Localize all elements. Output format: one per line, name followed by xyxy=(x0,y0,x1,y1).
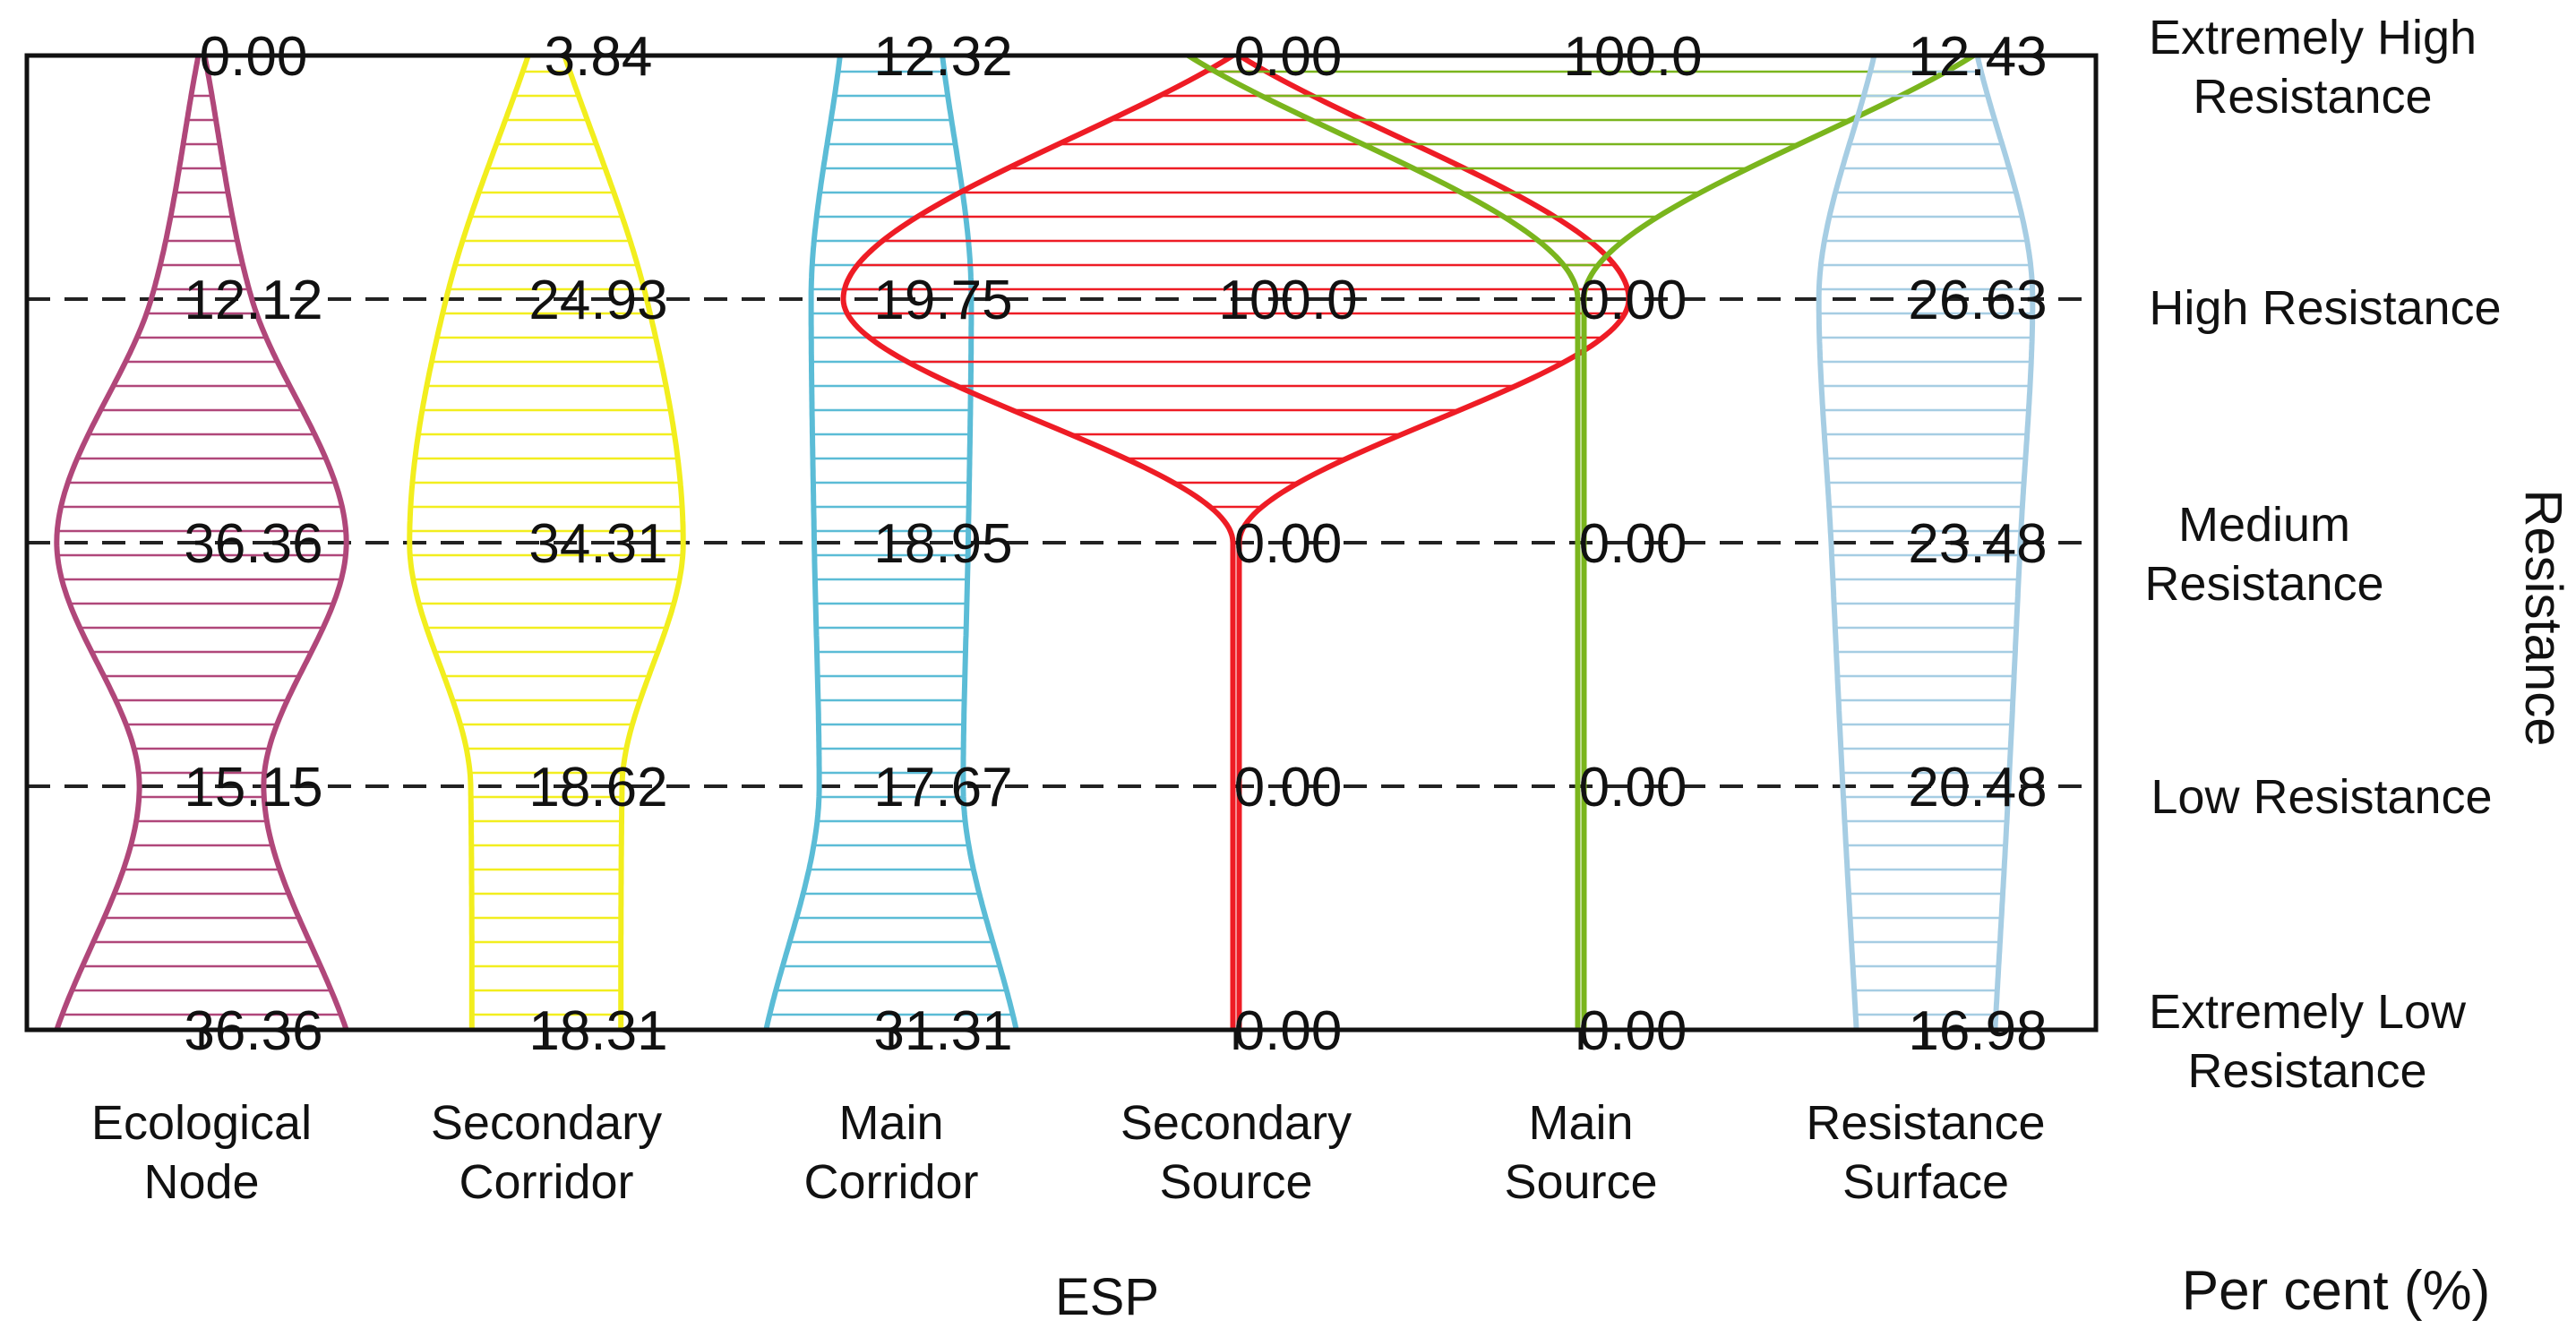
resistance-level-label: Medium Resistance xyxy=(2144,498,2383,611)
value-label: 100.0 xyxy=(1218,270,1357,331)
value-label: 17.67 xyxy=(873,757,1012,818)
resistance-level-label: Extremely Low Resistance xyxy=(2149,985,2467,1098)
value-label: 26.63 xyxy=(1908,270,2047,331)
grid-lines xyxy=(27,297,2096,788)
value-label: 0.00 xyxy=(1234,757,1343,818)
violin-outline xyxy=(1816,56,2036,1030)
x-tick-label: Main Source xyxy=(1504,1096,1657,1209)
value-label: 34.31 xyxy=(528,513,667,575)
x-tick-label: Secondary Source xyxy=(1121,1096,1352,1209)
value-label: 18.95 xyxy=(873,513,1012,575)
units-label: Per cent (%) xyxy=(2182,1260,2491,1322)
plot-frame xyxy=(24,53,2099,1033)
value-label: 12.12 xyxy=(184,270,322,331)
value-label: 20.48 xyxy=(1908,757,2047,818)
value-label: 15.15 xyxy=(184,757,322,818)
violin-outline xyxy=(840,56,1632,1030)
value-label: 19.75 xyxy=(873,270,1012,331)
x-tick-label: Secondary Corridor xyxy=(431,1096,662,1209)
x-tick-label: Resistance Surface xyxy=(1806,1096,2045,1209)
x-axis: Ecological Node Secondary Corridor Main Corri… xyxy=(91,1030,2046,1209)
value-label: 36.36 xyxy=(184,513,322,575)
resistance-level-label: High Resistance xyxy=(2149,281,2501,335)
resistance-level-label: Extremely High Resistance xyxy=(2149,11,2477,124)
x-tick-label: Main Corridor xyxy=(803,1096,978,1209)
violin-1 xyxy=(407,56,686,1030)
violin-4 xyxy=(1185,56,1977,1030)
value-label: 24.93 xyxy=(528,270,667,331)
value-label: 0.00 xyxy=(1579,513,1687,575)
value-label: 0.00 xyxy=(1579,270,1687,331)
x-axis-title: ESP xyxy=(1055,1268,1159,1326)
violin-outline xyxy=(54,56,349,1030)
x-tick-label: Ecological Node xyxy=(91,1096,312,1209)
value-label: 0.00 xyxy=(1579,757,1687,818)
value-label: 18.62 xyxy=(528,757,667,818)
violin-0 xyxy=(54,56,349,1030)
resistance-level-label: Low Resistance xyxy=(2151,770,2492,824)
resistance-level-labels: Extremely High Resistance High Resistance M… xyxy=(2144,11,2501,1098)
value-label: 0.00 xyxy=(1234,513,1343,575)
violins xyxy=(54,56,2036,1030)
violin-2 xyxy=(763,56,1019,1030)
violin-5 xyxy=(1816,56,2036,1030)
violin-outline xyxy=(763,56,1019,1030)
value-label: 23.48 xyxy=(1908,513,2047,575)
violin-outline xyxy=(407,56,686,1030)
violin-outline xyxy=(1185,56,1977,1030)
y-axis-title: Resistance xyxy=(2514,490,2572,747)
